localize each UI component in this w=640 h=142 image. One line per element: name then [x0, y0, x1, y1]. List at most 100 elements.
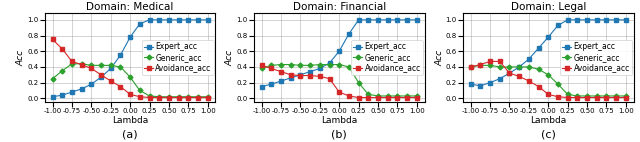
Expert_acc — [97, 76, 105, 78]
Line: Expert_acc: Expert_acc — [469, 18, 628, 87]
Expert_acc — [477, 85, 484, 87]
Avoidance_acc — [335, 91, 343, 93]
Avoidance_acc — [277, 71, 285, 72]
Avoidance_acc — [603, 97, 611, 98]
Avoidance_acc — [583, 97, 591, 98]
Generic_acc — [506, 66, 513, 68]
Generic_acc — [603, 95, 611, 97]
Expert_acc — [593, 19, 600, 21]
Expert_acc — [258, 86, 266, 87]
Line: Generic_acc: Generic_acc — [51, 62, 209, 99]
Generic_acc — [486, 64, 494, 66]
Avoidance_acc — [573, 97, 581, 98]
Expert_acc — [78, 88, 86, 90]
Generic_acc — [394, 95, 401, 97]
Expert_acc — [384, 19, 392, 21]
Avoidance_acc — [364, 97, 372, 98]
Expert_acc — [175, 19, 182, 21]
Generic_acc — [146, 95, 154, 97]
Avoidance_acc — [467, 66, 474, 68]
Avoidance_acc — [564, 97, 572, 98]
Expert_acc — [467, 83, 474, 85]
Generic_acc — [335, 64, 343, 65]
Expert_acc — [296, 74, 304, 76]
Avoidance_acc — [268, 68, 275, 69]
Expert_acc — [394, 19, 401, 21]
Text: (b): (b) — [332, 129, 347, 139]
Generic_acc — [316, 64, 324, 65]
Generic_acc — [97, 64, 105, 66]
Title: Domain: Medical: Domain: Medical — [86, 2, 174, 12]
Avoidance_acc — [345, 95, 353, 97]
Legend: Expert_acc, Generic_acc, Avoidance_acc: Expert_acc, Generic_acc, Avoidance_acc — [351, 40, 423, 75]
Y-axis label: Acc: Acc — [435, 49, 444, 66]
X-axis label: Lambda: Lambda — [530, 116, 566, 125]
Expert_acc — [316, 68, 324, 69]
Generic_acc — [545, 74, 552, 76]
Avoidance_acc — [535, 86, 543, 87]
Avoidance_acc — [49, 39, 56, 40]
Expert_acc — [268, 83, 275, 85]
Avoidance_acc — [326, 78, 333, 80]
Avoidance_acc — [58, 48, 66, 50]
Avoidance_acc — [486, 61, 494, 62]
Expert_acc — [535, 47, 543, 49]
Avoidance_acc — [296, 75, 304, 76]
Generic_acc — [78, 63, 86, 65]
Expert_acc — [545, 36, 552, 38]
Expert_acc — [496, 78, 504, 80]
Line: Generic_acc: Generic_acc — [469, 64, 628, 98]
Expert_acc — [126, 36, 134, 38]
Avoidance_acc — [316, 76, 324, 77]
Legend: Expert_acc, Generic_acc, Avoidance_acc: Expert_acc, Generic_acc, Avoidance_acc — [560, 40, 632, 75]
Y-axis label: Acc: Acc — [226, 49, 235, 66]
Generic_acc — [268, 64, 275, 66]
Generic_acc — [413, 95, 420, 97]
Generic_acc — [287, 64, 294, 65]
Generic_acc — [477, 64, 484, 66]
Expert_acc — [88, 83, 95, 85]
Expert_acc — [515, 66, 523, 68]
Avoidance_acc — [78, 64, 86, 65]
Expert_acc — [136, 23, 143, 25]
Text: (c): (c) — [541, 129, 556, 139]
Avoidance_acc — [593, 97, 600, 98]
Expert_acc — [287, 77, 294, 79]
Avoidance_acc — [126, 94, 134, 95]
Expert_acc — [307, 71, 314, 72]
Avoidance_acc — [68, 61, 76, 62]
Avoidance_acc — [146, 97, 154, 98]
Avoidance_acc — [374, 97, 382, 98]
Expert_acc — [156, 19, 163, 21]
Expert_acc — [165, 19, 173, 21]
Expert_acc — [107, 68, 115, 69]
Avoidance_acc — [107, 80, 115, 82]
Generic_acc — [58, 70, 66, 72]
Avoidance_acc — [622, 97, 630, 98]
Generic_acc — [467, 66, 474, 68]
Generic_acc — [593, 95, 600, 97]
Generic_acc — [126, 76, 134, 78]
Text: (a): (a) — [122, 129, 138, 139]
Avoidance_acc — [165, 97, 173, 98]
Generic_acc — [194, 96, 202, 98]
Line: Avoidance_acc: Avoidance_acc — [260, 64, 419, 99]
Expert_acc — [326, 62, 333, 64]
Expert_acc — [564, 19, 572, 21]
Avoidance_acc — [477, 64, 484, 65]
Expert_acc — [58, 94, 66, 96]
Avoidance_acc — [515, 76, 523, 77]
Generic_acc — [165, 96, 173, 98]
Expert_acc — [277, 80, 285, 82]
Expert_acc — [413, 19, 420, 21]
Expert_acc — [603, 19, 611, 21]
Expert_acc — [49, 96, 56, 98]
Generic_acc — [583, 95, 591, 97]
Expert_acc — [506, 72, 513, 74]
Avoidance_acc — [506, 72, 513, 74]
Generic_acc — [496, 66, 504, 68]
Expert_acc — [612, 19, 620, 21]
Generic_acc — [49, 78, 56, 80]
Generic_acc — [326, 64, 333, 65]
Expert_acc — [345, 33, 353, 35]
